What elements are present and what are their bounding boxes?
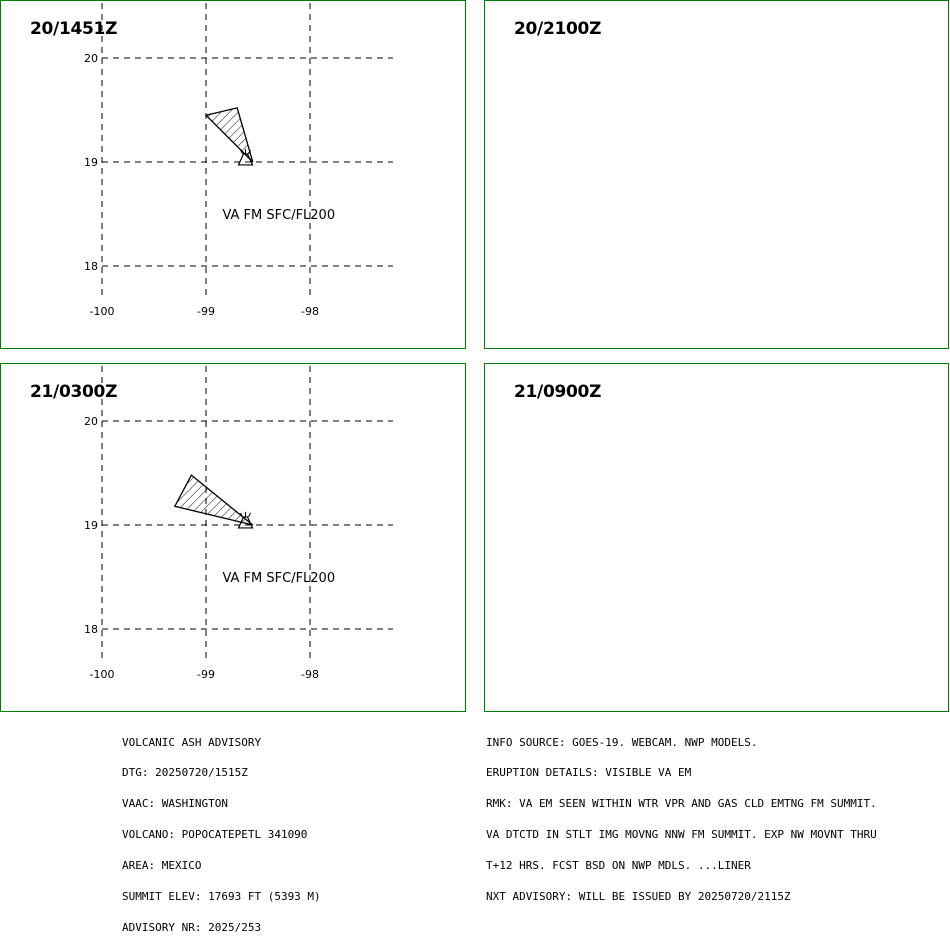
panel-time-label: 20/2100Z: [514, 19, 602, 39]
va-level-label: VA FM SFC/FL200: [222, 208, 335, 223]
lon-tick-label: -99: [197, 305, 215, 318]
lon-tick-label: -99: [197, 668, 215, 681]
advisory-line: VOLCANIC ASH ADVISORY: [122, 735, 262, 749]
advisory-line: NXT ADVISORY: WILL BE ISSUED BY 20250720…: [486, 890, 791, 904]
lat-tick-label: 19: [84, 156, 98, 169]
lat-tick-label: 18: [84, 260, 98, 273]
advisory-line: SUMMIT ELEV: 17693 FT (5393 M): [122, 890, 321, 904]
advisory-line: VOLCANO: POPOCATEPETL 341090: [122, 828, 308, 842]
advisory-line: VA DTCTD IN STLT IMG MOVNG NNW FM SUMMIT…: [486, 828, 877, 842]
va-level-label: VA FM SFC/FL200: [222, 571, 335, 586]
lat-tick-label: 20: [84, 415, 98, 428]
forecast-panel-t12: 21/0300Z 20 19 18 -100 -99 -98 VA FM SFC/FL200: [0, 363, 466, 712]
volcano-icon: [237, 153, 254, 166]
ash-cloud-polygon: [173, 474, 254, 526]
advisory-line: DTG: 20250720/1515Z: [122, 766, 248, 780]
lon-tick-label: -100: [90, 668, 115, 681]
advisory-header-block: VOLCANIC ASH ADVISORY DTG: 20250720/1515…: [122, 717, 321, 944]
advisory-line: INFO SOURCE: GOES-19. WEBCAM. NWP MODELS…: [486, 735, 758, 749]
lon-tick-label: -100: [90, 305, 115, 318]
ash-map: 20 19 18 -100 -99 -98 VA FM SFC/FL200: [84, 366, 393, 681]
advisory-line: AREA: MEXICO: [122, 859, 202, 873]
ash-map: 20 19 18 -100 -99 -98 VA FM SFC/FL200: [84, 3, 393, 318]
advisory-line: ERUPTION DETAILS: VISIBLE VA EM: [486, 766, 692, 780]
lon-tick-label: -98: [301, 668, 319, 681]
panel-time-label: 21/0300Z: [30, 382, 118, 402]
lat-tick-label: 19: [84, 519, 98, 532]
volcano-icon: [237, 516, 254, 529]
panel-time-label: 20/1451Z: [30, 19, 118, 39]
advisory-line: VAAC: WASHINGTON: [122, 797, 228, 811]
lon-tick-label: -98: [301, 305, 319, 318]
eruption-plume-icon: [240, 148, 251, 155]
lat-tick-label: 18: [84, 623, 98, 636]
advisory-remarks-block: INFO SOURCE: GOES-19. WEBCAM. NWP MODELS…: [486, 717, 877, 913]
eruption-plume-icon: [240, 511, 251, 518]
advisory-line: T+12 HRS. FCST BSD ON NWP MDLS. ...LINER: [486, 859, 751, 873]
lat-tick-label: 20: [84, 52, 98, 65]
panel-time-label: 21/0900Z: [514, 382, 602, 402]
forecast-panel-t0: 20/1451Z 20 19 18 -100 -99 -98 VA FM SFC/FL200: [0, 0, 466, 349]
ash-cloud-polygon: [204, 107, 254, 163]
advisory-line: RMK: VA EM SEEN WITHIN WTR VPR AND GAS C…: [486, 797, 877, 811]
advisory-line: ADVISORY NR: 2025/253: [122, 920, 262, 934]
